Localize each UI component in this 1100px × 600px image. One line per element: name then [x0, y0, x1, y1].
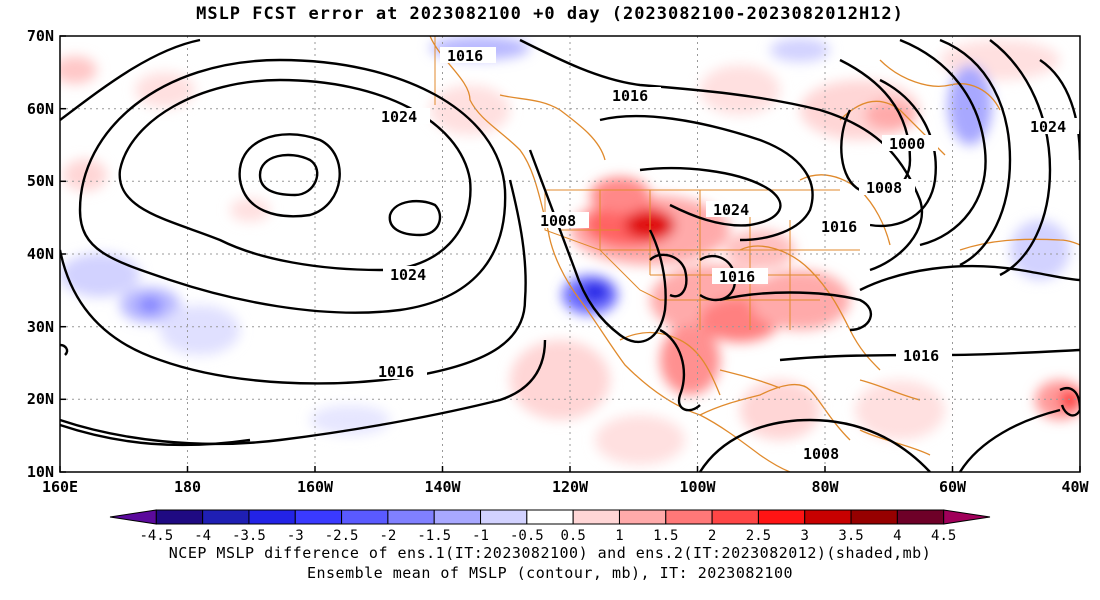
colorbar-swatch	[387, 509, 435, 525]
colorbar-swatch	[248, 509, 296, 525]
footer-line-2: Ensemble mean of MSLP (contour, mb), IT:…	[306, 564, 794, 582]
colorbar-tick-label: 2.5	[746, 528, 771, 544]
mslp-contours	[60, 38, 1080, 472]
lon-label: 180	[174, 478, 201, 496]
colorbar-tick-label: -0.5	[510, 528, 544, 544]
contour-label: 1008	[803, 445, 839, 463]
contour-label: 1024	[381, 108, 417, 126]
lon-label: 140W	[424, 478, 461, 496]
colorbar-swatch	[896, 509, 945, 525]
colorbar-tick-label: -1.5	[417, 528, 451, 544]
colorbar-swatch	[618, 509, 667, 525]
colorbar-swatch	[757, 509, 806, 525]
lon-label: 60W	[939, 478, 967, 496]
lon-label: 120W	[552, 478, 589, 496]
contour-label: 1016	[447, 47, 483, 65]
colorbar-tick-label: -4	[194, 528, 211, 544]
lon-label: 160W	[297, 478, 334, 496]
lat-label: 40N	[27, 245, 54, 263]
latitude-labels: 70N 60N 50N 40N 30N 20N 10N	[27, 27, 54, 481]
lat-label: 70N	[27, 27, 54, 45]
colorbar-swatch	[711, 509, 759, 525]
lat-label: 60N	[27, 100, 54, 118]
colorbar-tick-label: -2	[379, 528, 396, 544]
colorbar-tick-label: 1.5	[653, 528, 678, 544]
shaded-difference-field	[60, 36, 1080, 465]
colorbar-swatch	[294, 509, 343, 525]
map-title: MSLP FCST error at 2023082100 +0 day (20…	[196, 4, 904, 24]
contour-label: 1016	[821, 218, 857, 236]
contour-label: 1016	[378, 363, 414, 381]
contour-label: 1024	[390, 266, 426, 284]
colorbar-swatch	[665, 509, 713, 525]
lat-label: 30N	[27, 318, 54, 336]
colorbar-tick-label: 3	[801, 528, 809, 544]
colorbar-swatch	[109, 509, 157, 525]
lon-label: 160E	[42, 478, 78, 496]
contour-label: 1016	[612, 87, 648, 105]
axis-ticks	[59, 35, 1081, 473]
contour-label: 1016	[719, 268, 755, 286]
colorbar-tick-label: 3.5	[838, 528, 863, 544]
colorbar-tick-label: -3	[287, 528, 304, 544]
lon-label: 40W	[1061, 478, 1089, 496]
colorbar-swatch	[804, 509, 852, 525]
colorbar-swatch	[341, 509, 389, 525]
colorbar-swatch	[202, 509, 250, 525]
colorbar-swatch	[526, 509, 574, 525]
colorbar-swatch	[943, 509, 991, 525]
contour-label: 1016	[903, 347, 939, 365]
lon-label: 80W	[811, 478, 839, 496]
contour-label-group: 1016 1016 1024 1024 1008 1024 1016 1016 …	[371, 47, 1079, 463]
contour-label: 1008	[866, 179, 902, 197]
footer-line-1: NCEP MSLP difference of ens.1(IT:2023082…	[168, 544, 932, 562]
colorbar-tick-label: 0.5	[561, 528, 586, 544]
lon-label: 100W	[679, 478, 716, 496]
lat-label: 10N	[27, 463, 54, 481]
colorbar-tick-label: -2.5	[325, 528, 359, 544]
colorbar-swatch	[155, 509, 204, 525]
lat-label: 50N	[27, 172, 54, 190]
contour-label: 1000	[889, 135, 925, 153]
colorbar-swatch	[433, 509, 482, 525]
colorbar-tick-label: -3.5	[232, 528, 266, 544]
colorbar-swatch	[572, 509, 620, 525]
colorbar-tick-label: -4.5	[139, 528, 173, 544]
colorbar-tick-label: 1	[615, 528, 623, 544]
colorbar-tick-label: 2	[708, 528, 716, 544]
lat-label: 20N	[27, 390, 54, 408]
contour-label: 1024	[713, 201, 749, 219]
colorbar-swatch	[850, 509, 898, 525]
contour-label: 1008	[540, 212, 576, 230]
colorbar-tick-label: 4	[893, 528, 901, 544]
contour-label: 1024	[1030, 118, 1066, 136]
colorbar-tick-label: 4.5	[931, 528, 956, 544]
colorbar: -4.5 -4 -3.5 -3 -2.5 -2 -1.5 -1 -0.5 0.5 1 1.5 2 2.5 3…	[109, 509, 991, 544]
colorbar-tick-label: -1	[472, 528, 489, 544]
colorbar-swatch	[480, 509, 528, 525]
longitude-labels: 160E 180 160W 140W 120W 100W 80W 60W 40W	[42, 478, 1090, 496]
